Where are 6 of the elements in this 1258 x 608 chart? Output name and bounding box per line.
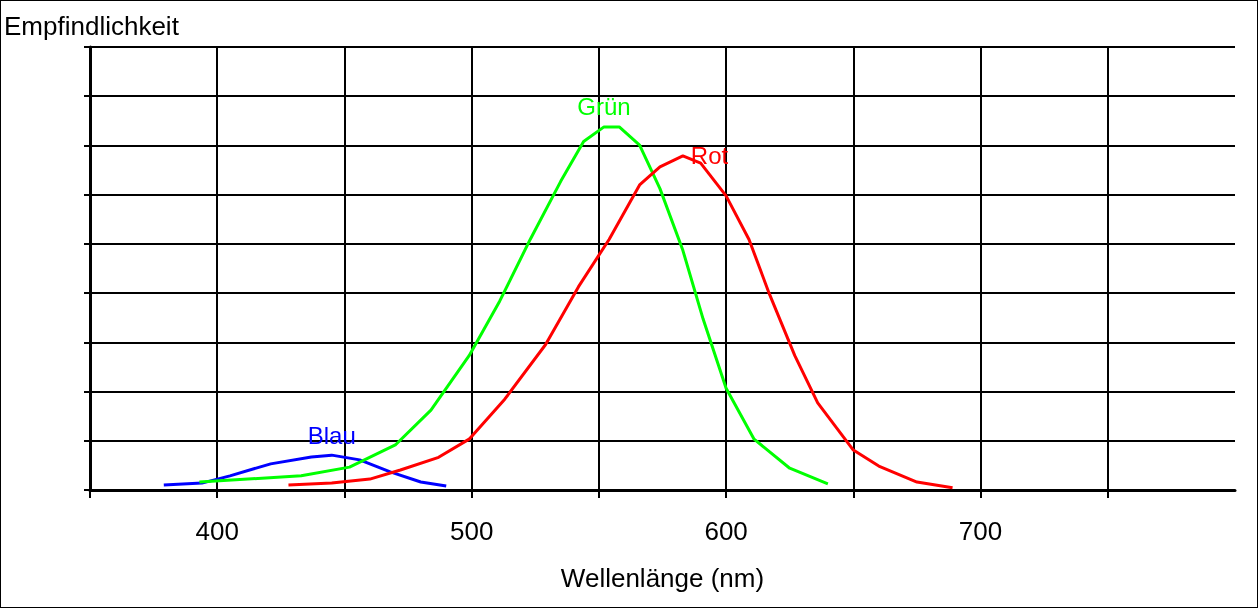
x-tick-label: 600: [704, 516, 748, 546]
y-axis-title: Empfindlichkeit: [4, 11, 180, 41]
x-tick-label: 700: [958, 516, 1003, 546]
x-axis-title: Wellenlänge (nm): [560, 563, 765, 593]
x-tick-label: 400: [195, 516, 239, 546]
x-tick-label: 500: [449, 516, 494, 546]
